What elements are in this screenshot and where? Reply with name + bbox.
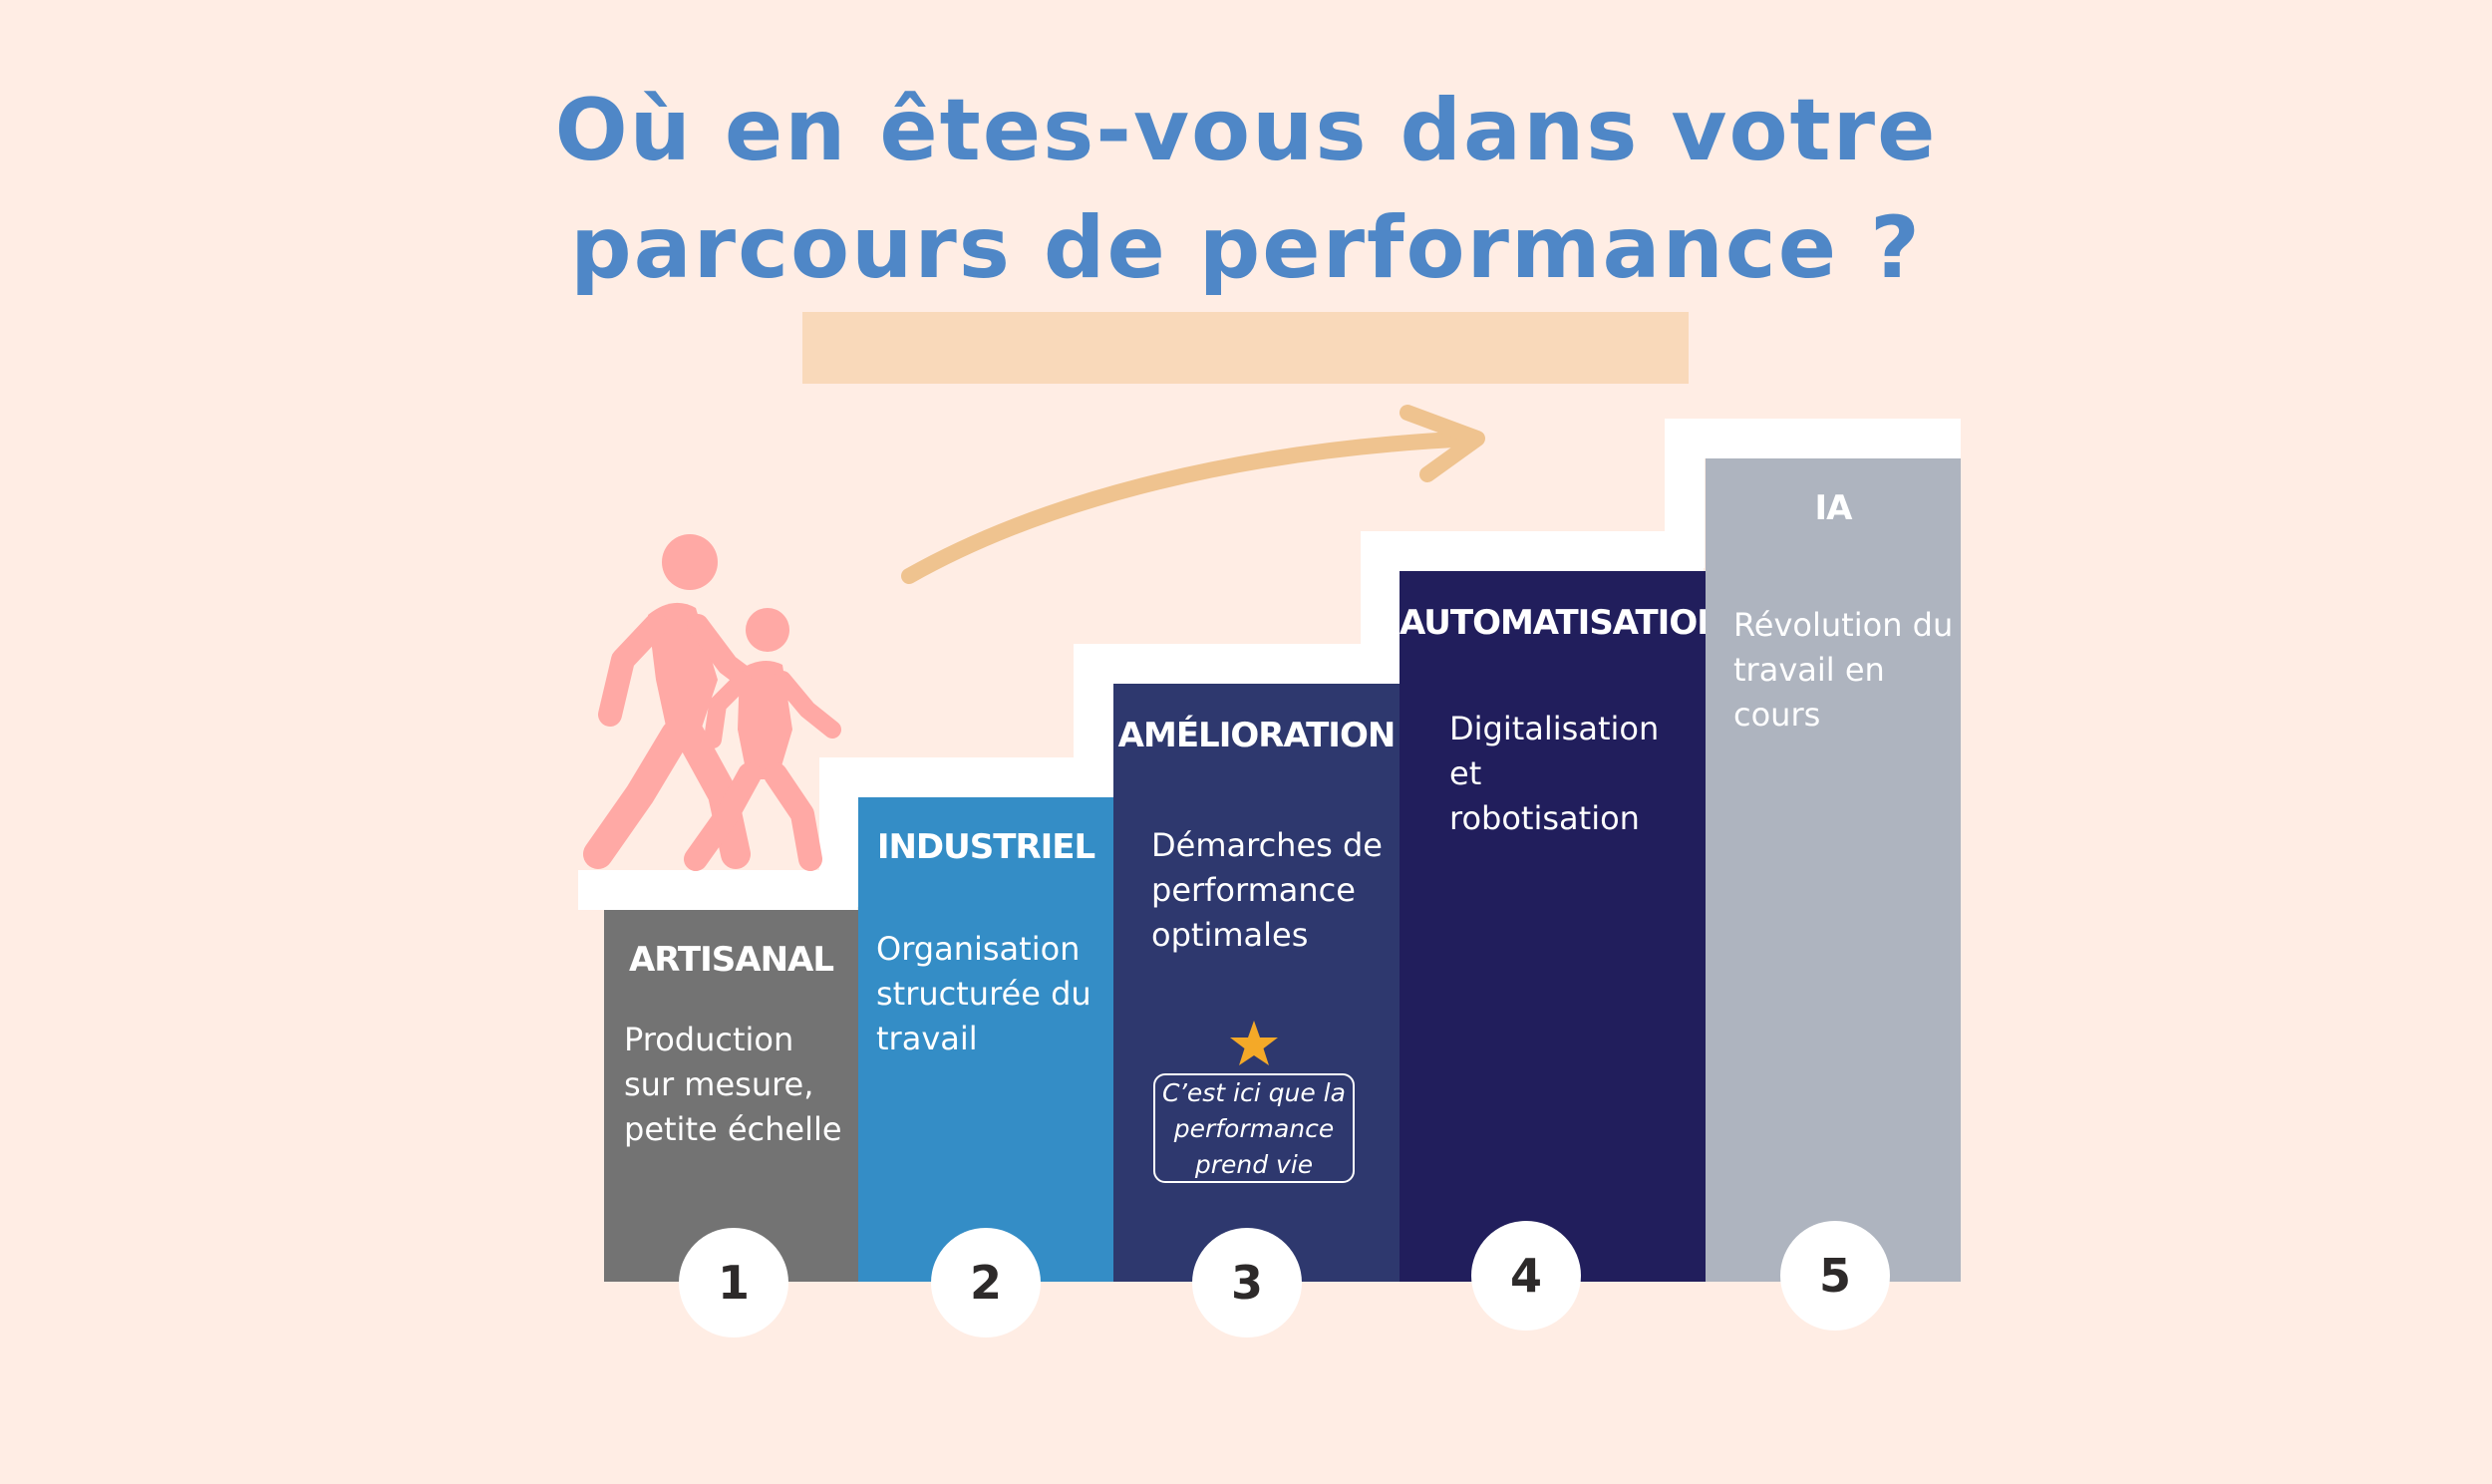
stair-edge-4 (1361, 531, 1704, 571)
step-automatisation: AUTOMATISATION Digitalisation et robotis… (1400, 571, 1725, 1282)
stair-edge-3v (1074, 644, 1113, 793)
step-description: Organisation structurée du travail (876, 930, 1091, 1057)
page-title: Où en êtes-vous dans votre parcours de p… (0, 72, 2492, 307)
callout-line-2: performance (1173, 1114, 1335, 1143)
step-number-1: 1 (679, 1228, 788, 1337)
step-number-2: 2 (931, 1228, 1041, 1337)
stair-edge-2v (819, 757, 859, 907)
step-number-4: 4 (1471, 1221, 1581, 1331)
callout-box: C’est ici que la performance prend vie (1153, 1073, 1355, 1183)
callout-line-1: C’est ici que la (1162, 1078, 1346, 1107)
stair-edge-1 (578, 870, 857, 910)
step-industriel: INDUSTRIEL Organisation structurée du tr… (858, 797, 1113, 1282)
step-description: Révolution du travail en cours (1733, 606, 1954, 734)
step-title: IA (1814, 488, 1853, 528)
title-highlight-bar (802, 312, 1689, 384)
step-ia: IA Révolution du travail en cours (1706, 458, 1961, 1282)
step-title: AMÉLIORATION (1117, 716, 1397, 755)
stair-edge-5 (1665, 419, 1961, 458)
stair-edge-2 (819, 757, 1113, 797)
step-description: Production sur mesure, petite échelle (624, 1021, 842, 1148)
step-amelioration: AMÉLIORATION Démarches de performance op… (1113, 684, 1400, 1282)
stair-edge-4v (1361, 531, 1401, 681)
star-icon (1230, 1021, 1278, 1065)
step-description: Démarches de performance optimales (1151, 826, 1383, 954)
step-title: ARTISANAL (628, 940, 834, 980)
step-description: Digitalisation et robotisation (1449, 710, 1660, 837)
walking-people-icon (583, 534, 841, 871)
step-number-5: 5 (1780, 1221, 1890, 1331)
stair-edge-5v (1665, 419, 1705, 568)
stair-edge-3 (1074, 644, 1400, 684)
callout-line-3: prend vie (1194, 1150, 1314, 1179)
step-artisanal: ARTISANAL Production sur mesure, petite … (604, 910, 858, 1282)
step-number-3: 3 (1192, 1228, 1302, 1337)
title-line-2: parcours de performance ? (570, 198, 1922, 298)
step-title: INDUSTRIEL (876, 827, 1095, 867)
step-title: AUTOMATISATION (1400, 603, 1725, 643)
title-line-1: Où en êtes-vous dans votre (554, 81, 1938, 180)
